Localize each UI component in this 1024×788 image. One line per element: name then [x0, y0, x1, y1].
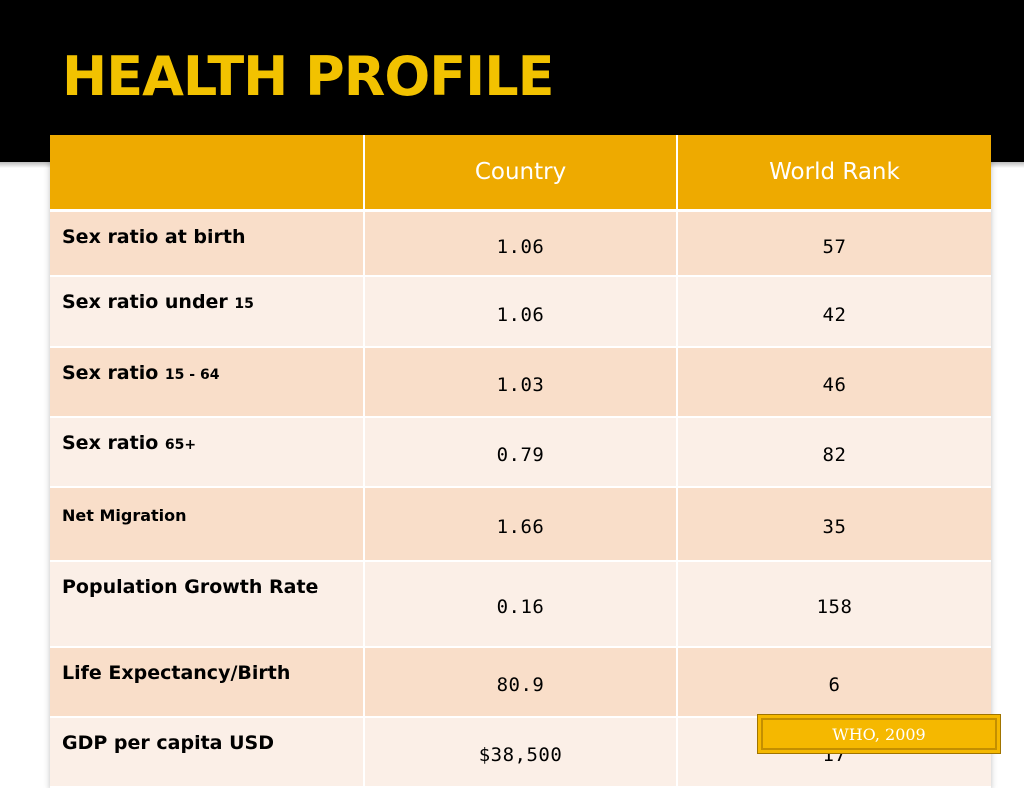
world-rank-value: 46	[677, 347, 991, 418]
header-world-rank: World Rank	[677, 135, 991, 212]
table-row: Sex ratio under 15 1.06 42	[50, 276, 991, 348]
country-value: 80.9	[364, 647, 678, 718]
slide-title: HEALTH PROFILE	[62, 45, 555, 108]
table-row: Net Migration 1.66 35	[50, 487, 991, 562]
row-label: Net Migration	[50, 487, 365, 562]
table-row: Sex ratio 15 - 64 1.03 46	[50, 347, 991, 418]
world-rank-value: 82	[677, 417, 991, 488]
row-label: Sex ratio 65+	[50, 417, 365, 488]
health-profile-table-wrapper: Country World Rank Sex ratio at birth 1.…	[50, 135, 991, 788]
country-value: 0.79	[364, 417, 678, 488]
table-row: Sex ratio at birth 1.06 57	[50, 210, 991, 277]
row-label: Population Growth Rate	[50, 561, 365, 648]
world-rank-value: 42	[677, 276, 991, 348]
row-label: Sex ratio 15 - 64	[50, 347, 365, 418]
row-label: Sex ratio at birth	[50, 210, 365, 277]
world-rank-value: 35	[677, 487, 991, 562]
world-rank-value: 57	[677, 210, 991, 277]
row-label: Sex ratio under 15	[50, 276, 365, 348]
source-citation-box: WHO, 2009	[757, 714, 1001, 754]
table-row: Life Expectancy/Birth 80.9 6	[50, 647, 991, 718]
row-label: Life Expectancy/Birth	[50, 647, 365, 718]
country-value: 1.03	[364, 347, 678, 418]
table-row: Population Growth Rate 0.16 158	[50, 561, 991, 648]
row-label: GDP per capita USD	[50, 717, 365, 788]
country-value: 1.06	[364, 276, 678, 348]
header-country: Country	[364, 135, 678, 212]
table-row: Sex ratio 65+ 0.79 82	[50, 417, 991, 488]
world-rank-value: 158	[677, 561, 991, 648]
country-value: 1.06	[364, 210, 678, 277]
source-citation-text: WHO, 2009	[761, 718, 997, 750]
country-value: $38,500	[364, 717, 678, 788]
header-indicator	[50, 135, 365, 212]
health-profile-table: Country World Rank Sex ratio at birth 1.…	[50, 135, 991, 788]
country-value: 0.16	[364, 561, 678, 648]
world-rank-value: 6	[677, 647, 991, 718]
country-value: 1.66	[364, 487, 678, 562]
table-header-row: Country World Rank	[50, 135, 991, 212]
